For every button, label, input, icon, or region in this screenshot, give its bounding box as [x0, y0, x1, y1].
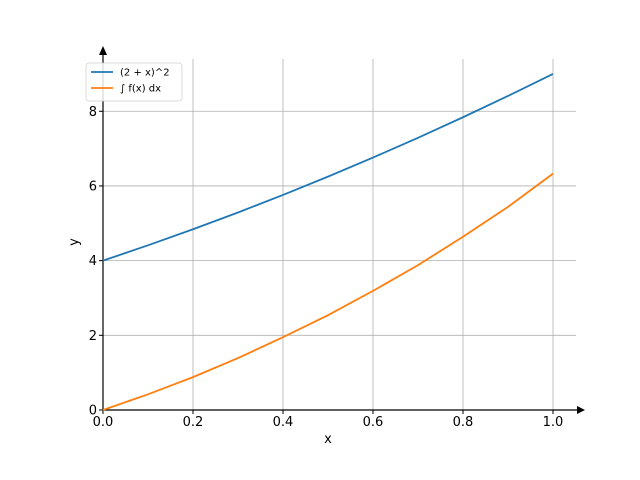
grid-lines: [103, 59, 576, 410]
legend-entry: (2 + x)^2: [120, 68, 170, 79]
legend-entry: ∫ f(x) dx: [120, 84, 161, 95]
y-tick-label: 0: [89, 404, 97, 419]
series-line-2: [102, 172, 554, 411]
x-axis-label: x: [324, 432, 332, 447]
series-line-1: [102, 73, 554, 262]
series-lines: [102, 73, 554, 411]
y-tick-label: 8: [89, 105, 97, 120]
x-tick-label: 0.4: [273, 415, 294, 430]
y-tick-label: 6: [89, 179, 97, 194]
y-axis-label: y: [67, 238, 82, 246]
x-tick-label: 0.2: [183, 415, 204, 430]
y-tick-label: 4: [89, 254, 97, 269]
x-tick-label: 0.0: [93, 415, 114, 430]
x-tick-label: 0.6: [363, 415, 384, 430]
y-tick-label: 2: [89, 329, 97, 344]
ticks: 0.0 0.2 0.4 0.6 0.8 1.0 0 2 4 6 8: [89, 105, 564, 430]
x-axis-arrow: [577, 406, 585, 414]
x-tick-label: 1.0: [543, 415, 564, 430]
y-axis-arrow: [99, 46, 107, 55]
legend: (2 + x)^2 ∫ f(x) dx: [85, 62, 183, 102]
x-tick-label: 0.8: [453, 415, 474, 430]
